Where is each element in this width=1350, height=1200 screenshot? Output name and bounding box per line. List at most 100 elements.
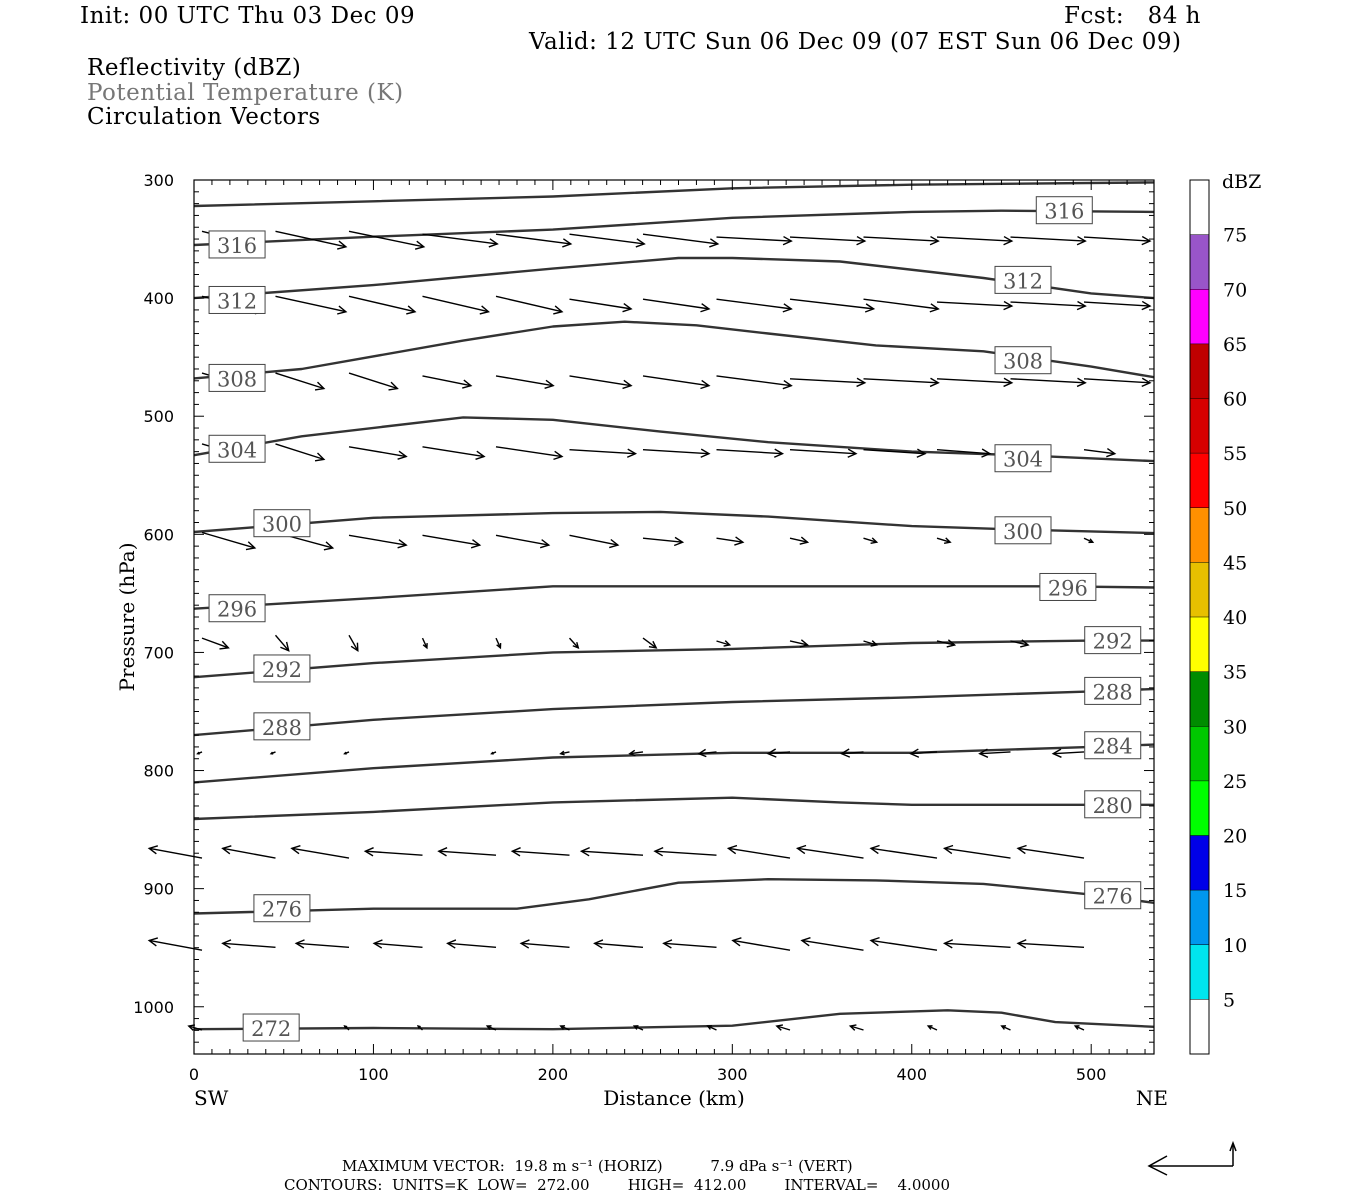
circulation-vector [1010, 377, 1087, 388]
colorbar-level-label: 45 [1223, 552, 1247, 574]
circulation-vector [343, 751, 350, 755]
circulation-vector [1016, 939, 1085, 949]
circulation-vector [275, 372, 326, 391]
circulation-vector [789, 639, 810, 648]
y-tick-label: 600 [143, 525, 174, 544]
y-tick-label: 1000 [133, 998, 174, 1017]
contour-label-box [1084, 626, 1142, 655]
circulation-vector [495, 375, 555, 389]
circulation-vector [275, 230, 348, 250]
circulation-vector [863, 640, 879, 647]
field-potential-temperature: Potential Temperature (K) [87, 80, 404, 106]
colorbar-swatch [1190, 453, 1209, 508]
contour-label-box [994, 516, 1052, 545]
circulation-vector [863, 235, 940, 246]
circulation-vector [201, 637, 230, 650]
circulation-vector [936, 377, 1014, 388]
circulation-vector [569, 233, 646, 248]
circulation-vector [490, 751, 497, 755]
circulation-vector [1073, 1025, 1085, 1031]
colorbar-swatch [1190, 180, 1209, 235]
circulation-vector [294, 939, 350, 949]
contour-284 [193, 743, 1155, 784]
circulation-vector [642, 637, 658, 649]
circulation-vector [869, 844, 938, 859]
circulation-vector [863, 298, 940, 313]
x-axis-title: Distance (km) [603, 1086, 745, 1110]
circulation-vector [642, 233, 720, 248]
contour-label: 296 [1048, 576, 1088, 600]
field-reflectivity: Reflectivity (dBZ) [87, 55, 302, 81]
circulation-vector [642, 298, 711, 313]
colorbar-level-label: 30 [1223, 716, 1247, 738]
contour-label: 288 [262, 716, 302, 740]
circulation-vector [632, 1025, 644, 1031]
colorbar-swatch [1190, 835, 1209, 891]
contour-label-box [994, 265, 1052, 294]
circulation-vector [422, 233, 499, 248]
sw-label: SW [194, 1086, 229, 1110]
plot-frame [193, 179, 1155, 1055]
circulation-vector [446, 939, 497, 949]
colorbar-level-label: 20 [1223, 826, 1247, 848]
contour-label-box [1039, 572, 1097, 601]
circulation-vector [221, 939, 276, 949]
contour-label-box [253, 654, 311, 683]
circulation-vector [569, 298, 633, 313]
colorbar-title: dBZ [1222, 171, 1261, 193]
colorbar-level-label: 35 [1223, 662, 1247, 684]
circulation-vector [716, 640, 732, 647]
circulation-vector [716, 375, 793, 390]
circulation-vector [559, 750, 570, 756]
circulation-vector [421, 637, 428, 650]
y-tick-label: 300 [143, 171, 174, 190]
ne-label: NE [1136, 1086, 1168, 1110]
colorbar-level-label: 50 [1223, 498, 1247, 520]
circulation-vector [1083, 300, 1152, 311]
circulation-vector [869, 936, 938, 951]
x-tick-label: 100 [358, 1065, 389, 1084]
circulation-vector [653, 847, 717, 857]
contour-label-box [1084, 881, 1142, 910]
colorbar-swatch [1190, 944, 1209, 1000]
circulation-vector [1051, 748, 1085, 758]
circulation-vector [716, 536, 745, 546]
contour-label-box [208, 285, 266, 314]
circulation-vector [1010, 639, 1030, 648]
circulation-vector [726, 844, 791, 859]
circulation-vector [437, 847, 497, 857]
circulation-vector [348, 372, 399, 391]
circulation-vector [422, 446, 486, 460]
circulation-vector [372, 939, 423, 949]
contour-label-box [253, 712, 311, 741]
circulation-vector [662, 939, 717, 949]
circulation-vector [221, 845, 276, 859]
colorbar-swatch [1190, 289, 1209, 344]
circulation-vector [697, 748, 717, 758]
colorbar-level-label: 40 [1223, 607, 1247, 629]
contour-label: 292 [1093, 630, 1133, 654]
circulation-vector [936, 448, 992, 458]
circulation-vector [579, 847, 644, 857]
x-tick-label: 400 [896, 1065, 927, 1084]
circulation-vector [1083, 537, 1095, 544]
circulation-vector [716, 448, 785, 458]
valid-time: Valid: 12 UTC Sun 06 Dec 09 (07 EST Sun … [529, 29, 1182, 55]
circulation-vector [422, 534, 482, 549]
colorbar-level-label: 65 [1223, 334, 1247, 356]
circulation-vector [1083, 377, 1152, 388]
circulation-vector [568, 637, 580, 649]
circulation-vector [1083, 447, 1117, 458]
circulation-vector [863, 377, 940, 388]
circulation-vector [495, 534, 551, 549]
contour-label: 276 [1093, 885, 1133, 909]
circulation-vector [706, 1025, 717, 1031]
colorbar-swatch [1190, 234, 1209, 290]
contour-276 [193, 878, 1155, 915]
circulation-vector [926, 1025, 938, 1031]
colorbar-swatch [1190, 780, 1209, 836]
circulation-vector [348, 230, 426, 250]
plot-border [193, 179, 1155, 1055]
circulation-vector [789, 448, 858, 458]
circulation-vector [569, 375, 633, 390]
